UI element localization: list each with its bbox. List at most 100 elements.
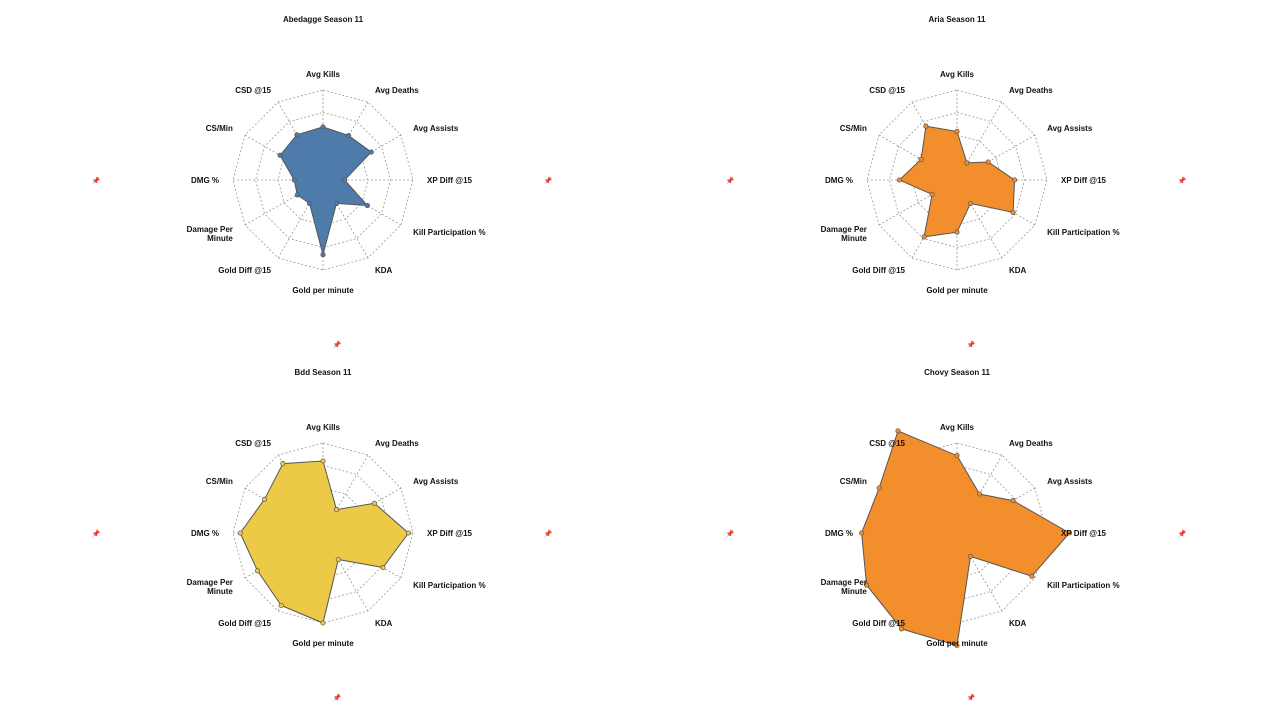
data-point-csd-15[interactable] [294, 132, 300, 138]
chart-title: Chovy Season 11 [924, 368, 990, 377]
axis-label-csd-15: CSD @15 [235, 439, 271, 448]
data-point-avg-deaths[interactable] [333, 507, 340, 513]
axis-label-avg-kills: Avg Kills [306, 423, 340, 432]
data-point-cs-min[interactable] [277, 152, 283, 158]
axis-label-damage-per-minute: Damage Per Minute [821, 578, 868, 596]
data-point-avg-deaths[interactable] [964, 160, 970, 166]
chart-title: Aria Season 11 [929, 15, 986, 24]
axis-label-avg-deaths: Avg Deaths [375, 86, 419, 95]
data-point-gold-per-minute[interactable] [954, 642, 960, 649]
data-point-avg-kills[interactable] [320, 458, 326, 464]
chart-title: Bdd Season 11 [295, 368, 352, 377]
data-area [279, 126, 373, 257]
data-point-damage-per-minute[interactable] [864, 582, 870, 588]
pin-icon: 📌 [544, 176, 553, 185]
axis-label-damage-per-minute: Damage Per Minute [821, 225, 868, 243]
data-point-csd-15[interactable] [923, 123, 929, 129]
axis-label-cs-min: CS/Min [840, 124, 867, 133]
data-point-avg-kills[interactable] [954, 128, 960, 134]
data-point-cs-min[interactable] [261, 496, 268, 502]
pin-icon: 📌 [1178, 529, 1187, 538]
data-point-dmg[interactable] [859, 530, 865, 536]
axis-label-avg-deaths: Avg Deaths [1009, 439, 1053, 448]
data-point-kill-participation[interactable] [380, 565, 386, 571]
axis-label-csd-15: CSD @15 [235, 86, 271, 95]
data-point-dmg[interactable] [237, 530, 243, 536]
axis-label-xp-diff-15: XP Diff @15 [427, 529, 473, 538]
data-point-avg-assists[interactable] [368, 149, 374, 155]
data-area [898, 125, 1016, 238]
data-point-xp-diff-15[interactable] [1012, 177, 1018, 183]
data-point-avg-assists[interactable] [371, 500, 377, 506]
axis-label-avg-kills: Avg Kills [940, 70, 974, 79]
axis-label-kda: KDA [1009, 266, 1027, 275]
data-point-avg-assists[interactable] [985, 159, 991, 165]
axis-label-xp-diff-15: XP Diff @15 [427, 176, 473, 185]
data-point-gold-diff-15[interactable] [278, 602, 284, 609]
axis-label-dmg: DMG % [825, 529, 853, 538]
data-point-dmg[interactable] [291, 177, 297, 183]
data-point-gold-per-minute[interactable] [954, 229, 960, 235]
data-point-cs-min[interactable] [876, 485, 882, 491]
spoke-kda [322, 179, 369, 259]
data-point-kill-participation[interactable] [1029, 573, 1035, 579]
axis-label-kda: KDA [1009, 619, 1027, 628]
data-area [861, 430, 1071, 647]
spoke-avg-assists [956, 134, 1036, 181]
data-point-avg-deaths[interactable] [346, 133, 352, 139]
data-point-kda[interactable] [335, 556, 341, 563]
data-point-avg-assists[interactable] [1010, 498, 1016, 504]
data-point-xp-diff-15[interactable] [405, 530, 412, 536]
axis-label-kill-participation: Kill Participation % [413, 581, 485, 590]
radar-chart-bdd-season-11: Bdd Season 11 Avg Kills Avg Deaths Avg Assi… [92, 368, 553, 702]
data-point-gold-per-minute[interactable] [320, 620, 326, 626]
chart-title: Abedagge Season 11 [283, 15, 364, 24]
data-point-gold-diff-15[interactable] [306, 200, 313, 206]
axis-label-csd-15: CSD @15 [869, 439, 905, 448]
data-point-kill-participation[interactable] [1010, 209, 1016, 215]
axis-label-cs-min: CS/Min [206, 477, 233, 486]
axis-label-gold-per-minute: Gold per minute [926, 639, 988, 648]
data-point-kda[interactable] [333, 200, 340, 206]
data-point-xp-diff-15[interactable] [342, 177, 348, 183]
axis-label-kill-participation: Kill Participation % [413, 228, 485, 237]
axis-label-damage-per-minute: Damage Per Minute [187, 225, 234, 243]
axis-label-kill-participation: Kill Participation % [1047, 581, 1119, 590]
data-point-kill-participation[interactable] [364, 203, 370, 209]
data-point-avg-deaths[interactable] [976, 491, 983, 497]
data-point-kda[interactable] [967, 553, 974, 559]
pin-icon: 📌 [967, 340, 976, 349]
radar-chart-abedagge-season-11: Abedagge Season 11 Avg Kills Avg Deaths Avg… [92, 15, 553, 349]
axis-label-avg-deaths: Avg Deaths [375, 439, 419, 448]
data-area [239, 460, 410, 624]
axis-label-kda: KDA [375, 619, 393, 628]
axis-label-xp-diff-15: XP Diff @15 [1061, 529, 1107, 538]
spoke-damage-per-minute [244, 179, 324, 226]
pin-icon: 📌 [726, 529, 735, 538]
axis-label-avg-assists: Avg Assists [1047, 477, 1093, 486]
data-point-avg-kills[interactable] [320, 124, 326, 130]
data-point-kda[interactable] [967, 200, 974, 206]
data-point-avg-kills[interactable] [954, 453, 960, 459]
axis-label-gold-diff-15: Gold Diff @15 [852, 619, 905, 628]
data-point-csd-15[interactable] [280, 461, 286, 467]
spoke-avg-deaths [322, 454, 369, 534]
data-point-damage-per-minute[interactable] [254, 568, 261, 574]
pin-icon: 📌 [333, 340, 342, 349]
axis-label-gold-diff-15: Gold Diff @15 [218, 619, 271, 628]
data-point-gold-per-minute[interactable] [320, 252, 326, 258]
axis-label-csd-15: CSD @15 [869, 86, 905, 95]
data-point-dmg[interactable] [896, 177, 902, 183]
axis-label-gold-diff-15: Gold Diff @15 [852, 266, 905, 275]
data-point-cs-min[interactable] [918, 156, 924, 162]
data-point-gold-diff-15[interactable] [921, 234, 927, 240]
data-point-csd-15[interactable] [895, 428, 901, 434]
axis-label-cs-min: CS/Min [206, 124, 233, 133]
data-point-gold-diff-15[interactable] [899, 626, 905, 632]
data-point-damage-per-minute[interactable] [294, 192, 300, 198]
data-point-xp-diff-15[interactable] [1066, 530, 1073, 536]
data-point-damage-per-minute[interactable] [929, 191, 935, 197]
spoke-damage-per-minute [878, 179, 958, 226]
pin-icon: 📌 [1178, 176, 1187, 185]
